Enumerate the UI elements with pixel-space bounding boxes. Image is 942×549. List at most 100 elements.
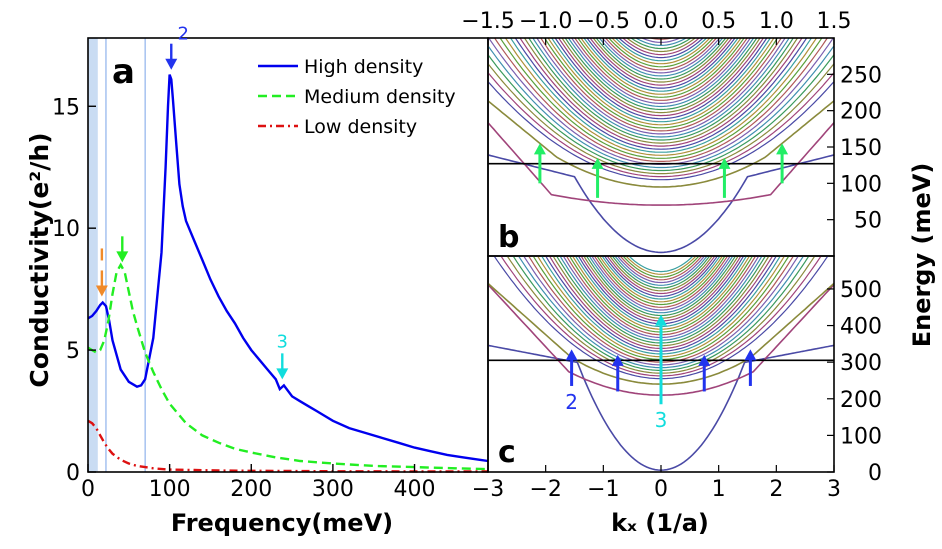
panel-b-transition-arrow-1 xyxy=(591,157,604,198)
panel-c-y-tick-label-3: 300 xyxy=(840,351,882,376)
panel-b-band-family-33 xyxy=(595,38,727,80)
panel-b-transition-arrow-3-head xyxy=(776,143,789,155)
panel-b-y-tick-label-4: 250 xyxy=(840,63,882,88)
panel-b-y-tick-label-1: 100 xyxy=(840,172,882,197)
panel-b-band-family-27 xyxy=(577,38,745,98)
panel-c-transition-arrow-2-head xyxy=(655,314,667,326)
a-ylabel: Conductivity(e²/h) xyxy=(25,132,54,387)
panel-b-band-family-6 xyxy=(493,38,829,162)
legend-label-2: Low density xyxy=(304,116,417,138)
panel-b-band-family-29 xyxy=(583,38,739,92)
panel-c-transition-arrow-3 xyxy=(698,354,711,392)
panel-b-band-family-42 xyxy=(625,38,697,53)
y-tick-label-3: 15 xyxy=(52,95,80,120)
panel-b-band-family-31 xyxy=(589,38,733,86)
panel-b-band-family-10 xyxy=(514,38,808,150)
panel-b-band-family-13 xyxy=(528,38,794,141)
panel-c-x-tick-label-1: −2 xyxy=(529,477,561,502)
panel-b-band-family-35 xyxy=(601,38,721,74)
panel-b-band-family-38 xyxy=(611,38,711,65)
panel-c-band-family-26 xyxy=(593,256,729,308)
panel-b-band-family-1 xyxy=(488,72,834,178)
panel-b-band-family-28 xyxy=(580,38,742,95)
panel-c-transition-arrow-1-head xyxy=(611,354,624,366)
panel-b-band-family-34 xyxy=(598,38,724,77)
panel-c-y-tick-label-1: 100 xyxy=(840,424,882,449)
panel-c-band-family-31 xyxy=(606,256,716,295)
panel-c-band-family-32 xyxy=(608,256,714,292)
y-tick-label-1: 5 xyxy=(66,339,80,364)
panel-b-band-family-8 xyxy=(504,38,818,156)
panel-b-band-family-43 xyxy=(630,38,692,50)
panel-b-x-tick-label-2: −0.5 xyxy=(577,9,630,34)
x-tick-label-0: 0 xyxy=(81,477,95,502)
panel-c-label: c xyxy=(498,435,516,470)
panel-b-transition-arrow-3 xyxy=(776,143,789,184)
series-line-1 xyxy=(87,262,489,471)
panel-c-y-tick-label-2: 200 xyxy=(840,388,882,413)
x-tick-label-2: 200 xyxy=(230,477,272,502)
panel-b-band-family-32 xyxy=(592,38,730,83)
panel-c-band-family-39 xyxy=(628,256,694,273)
panel-c-band-family-18 xyxy=(571,256,751,330)
panel-c-y-tick-label-0: 0 xyxy=(868,461,882,486)
panel-a-label: a xyxy=(112,52,135,92)
annotation-arrow-0 xyxy=(95,270,108,297)
panel-c-band-family-19 xyxy=(574,256,748,328)
panel-b-band-family-20 xyxy=(554,38,768,120)
x-tick-label-3: 300 xyxy=(312,477,354,502)
annotation-arrow-1 xyxy=(116,236,129,263)
panel-b-band-family-3 xyxy=(488,54,834,172)
c-xlabel: kₓ (1/a) xyxy=(611,509,709,537)
panel-c-transition-arrow-3-head xyxy=(698,354,711,366)
panel-b-band-family-19 xyxy=(551,38,771,123)
panel-c-arrow-label-0: 2 xyxy=(565,390,578,414)
panel-b-band-family-40 xyxy=(618,38,704,59)
bc-ylabel: Energy (meV) xyxy=(908,163,936,348)
panel-c-x-tick-label-6: 3 xyxy=(827,477,841,502)
panel-c-band-family-27 xyxy=(596,256,726,306)
panel-b-band-family-25 xyxy=(570,38,752,105)
panel-c-band-family-34 xyxy=(614,256,708,286)
panel-b-label: b xyxy=(498,220,519,255)
panel-b-band-1 xyxy=(488,122,834,206)
panel-c-x-tick-label-0: −3 xyxy=(472,477,504,502)
panel-b-band-family-26 xyxy=(574,38,748,101)
panel-b-band-family-11 xyxy=(519,38,803,147)
panel-b-transition-arrow-0 xyxy=(533,143,546,184)
panel-b-band-family-16 xyxy=(540,38,782,132)
a-xlabel: Frequency(meV) xyxy=(171,509,393,537)
panel-b-band-family-36 xyxy=(604,38,718,71)
panel-b-band-family-18 xyxy=(547,38,775,126)
panel-c-band-family-35 xyxy=(616,256,706,284)
panel-b-transition-arrow-2 xyxy=(718,157,731,198)
panel-b-band-family-23 xyxy=(564,38,758,111)
panel-b-x-tick-label-0: −1.5 xyxy=(461,9,514,34)
panel-b-band-family-15 xyxy=(536,38,786,135)
y-tick-label-0: 0 xyxy=(66,461,80,486)
legend-label-0: High density xyxy=(304,56,423,78)
annotation-arrow-1-head xyxy=(116,251,129,263)
panel-b-x-tick-label-6: 1.5 xyxy=(817,9,852,34)
panel-c-band-family-29 xyxy=(601,256,721,300)
panel-c-band-family-33 xyxy=(611,256,711,289)
panel-c-band-family-25 xyxy=(591,256,731,311)
panel-b-band-family-14 xyxy=(532,38,790,138)
panel-c-transition-arrow-1 xyxy=(611,354,624,392)
panel-b-band-family-2 xyxy=(488,63,834,175)
panel-c-arrow-label-1: 3 xyxy=(655,408,668,432)
panel-c-transition-arrow-4-head xyxy=(744,349,757,361)
panel-b-x-tick-label-5: 1.0 xyxy=(759,9,794,34)
x-tick-label-4: 400 xyxy=(394,477,436,502)
annotation-arrow-2 xyxy=(165,43,178,70)
annotation-arrow-3 xyxy=(276,353,289,380)
panel-b-band-family-44 xyxy=(634,38,688,47)
panel-c-bandstructure: 2 3 0 100 200 300 400 500 −3 −2 −1 0 1 2 3 xyxy=(472,255,882,502)
panel-b-band-family-39 xyxy=(614,38,708,62)
panel-c-transition-arrow-0 xyxy=(565,349,578,386)
panel-c-x-tick-label-3: 0 xyxy=(654,477,668,502)
panel-c-y-tick-label-4: 400 xyxy=(840,315,882,340)
panel-c-transition-arrow-4 xyxy=(744,349,757,386)
panel-c-x-tick-label-4: 1 xyxy=(712,477,726,502)
series-line-0 xyxy=(87,74,489,463)
